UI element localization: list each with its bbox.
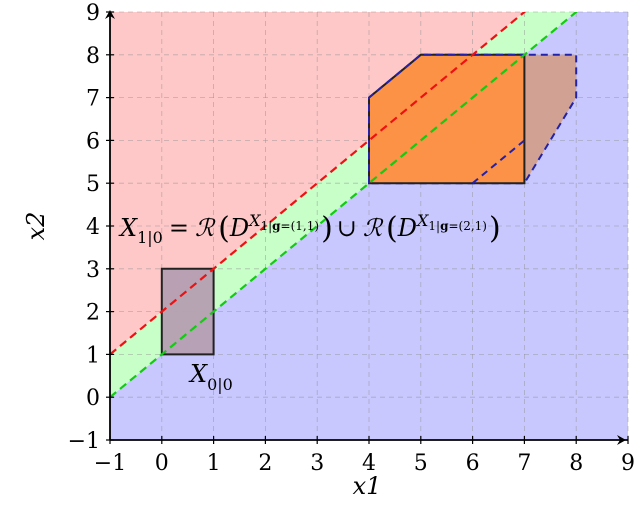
annot-sup1-sub: 1| bbox=[260, 219, 272, 233]
x-axis-arrow bbox=[617, 435, 626, 445]
annot-lparen-2: ( bbox=[386, 211, 398, 246]
y-tick-label: 6 bbox=[86, 129, 100, 154]
lines-layer bbox=[110, 12, 578, 399]
ticks-layer: −1 0 1 2 3 4 5 6 7 8 9 −1 0 1 2 3 4 5 6 7 8 9 bbox=[68, 1, 635, 476]
x-tick-label: 6 bbox=[466, 451, 480, 476]
annotation-x00-base: X bbox=[188, 360, 208, 388]
annotation-x00: X0|0 bbox=[188, 360, 233, 394]
annot-calR-2: ℛ bbox=[363, 214, 384, 242]
annot-lhs-base: X bbox=[118, 214, 138, 242]
x-tick-label: 4 bbox=[362, 451, 376, 476]
annot-rparen-1: ) bbox=[321, 211, 333, 246]
y-tick-label: 7 bbox=[86, 87, 100, 112]
y-tick-label: 4 bbox=[86, 215, 100, 240]
x-tick-label: 1 bbox=[207, 451, 221, 476]
annot-sup1-base: X bbox=[247, 211, 261, 230]
x-axis-label: x1 bbox=[353, 472, 382, 500]
annot-lhs-sub: 1|0 bbox=[137, 228, 163, 247]
x-tick-label: −1 bbox=[94, 451, 126, 476]
x-tick-label: 2 bbox=[258, 451, 272, 476]
x-tick-label: 3 bbox=[310, 451, 324, 476]
annot-calR-1: ℛ bbox=[195, 214, 216, 242]
y-tick-label: 0 bbox=[86, 386, 100, 411]
annot-sup2-sub2: =(2,1) bbox=[448, 219, 487, 233]
lower-boundary-line bbox=[110, 12, 578, 399]
annot-sup2-base: X bbox=[415, 211, 429, 230]
y-axis-arrow bbox=[105, 10, 115, 19]
annot-eq: = bbox=[169, 214, 189, 242]
annot-sup2-g: g bbox=[440, 219, 449, 233]
annotation-x10: X1|0 = ℛ (DX1|g=(1,1)) ∪ ℛ (DX1|g=(2,1)) bbox=[118, 211, 501, 247]
x-tick-label: 8 bbox=[569, 451, 583, 476]
annot-union: ∪ bbox=[337, 214, 357, 242]
x-tick-label: 5 bbox=[414, 451, 428, 476]
x-tick-label: 0 bbox=[155, 451, 169, 476]
annot-sup1-sub2: =(1,1) bbox=[281, 219, 320, 233]
annot-sup1-g: g bbox=[272, 219, 281, 233]
set-x00 bbox=[160, 267, 215, 356]
x-tick-label: 9 bbox=[621, 451, 635, 476]
upper-boundary-line bbox=[110, 12, 527, 356]
y-tick-label: 3 bbox=[86, 258, 100, 283]
y-axis-label-text: x2 bbox=[22, 212, 50, 241]
y-tick-label: 2 bbox=[86, 301, 100, 326]
annot-D-1: D bbox=[229, 214, 249, 242]
annotation-x00-sub: 0|0 bbox=[207, 375, 233, 394]
y-axis-label: x2 bbox=[22, 212, 50, 241]
x-tick-label: 7 bbox=[517, 451, 531, 476]
y-tick-label: −1 bbox=[68, 429, 100, 454]
annot-D-2: D bbox=[397, 214, 417, 242]
x-axis-label-text: x1 bbox=[353, 472, 382, 500]
y-tick-label: 8 bbox=[86, 44, 100, 69]
y-tick-label: 5 bbox=[86, 172, 100, 197]
annot-sup2-sub: 1| bbox=[428, 219, 440, 233]
annot-rparen-2: ) bbox=[489, 211, 501, 246]
y-tick-label: 9 bbox=[86, 1, 100, 26]
y-tick-label: 1 bbox=[86, 343, 100, 368]
annot-lparen-1: ( bbox=[218, 211, 230, 246]
